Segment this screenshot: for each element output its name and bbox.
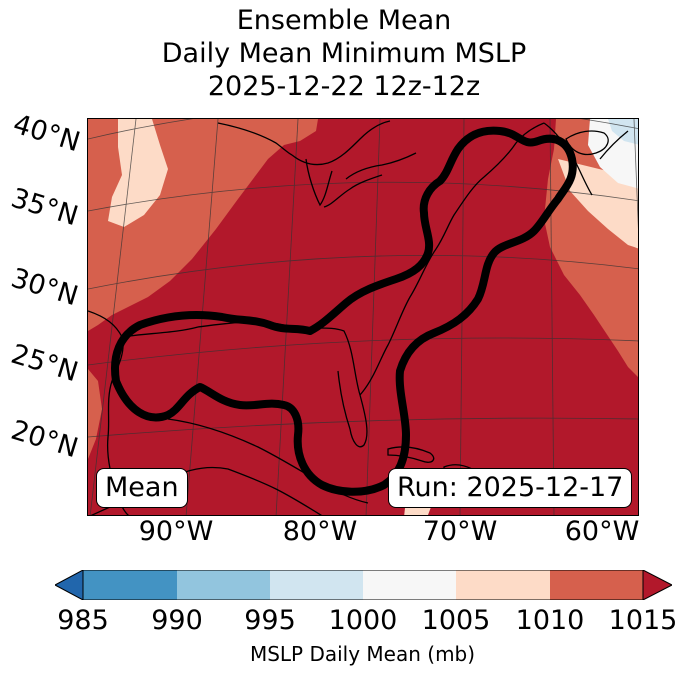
lat-label-40: 40°N xyxy=(9,108,84,159)
title-line-1: Ensemble Mean xyxy=(236,5,452,36)
colorbar-bin-995-1000 xyxy=(270,570,363,600)
colorbar xyxy=(55,570,672,600)
map-canvas xyxy=(88,119,638,515)
colorbar-tick-990: 990 xyxy=(151,605,203,636)
colorbar-bin-1010-1015 xyxy=(550,570,643,600)
colorbar-tick-1000: 1000 xyxy=(328,605,398,636)
run-label-box: Run: 2025-12-17 xyxy=(388,468,633,508)
lon-label-70w: 70°W xyxy=(422,516,498,547)
colorbar-extend-low xyxy=(55,570,84,600)
colorbar-bin-990-995 xyxy=(177,570,270,600)
colorbar-tick-995: 995 xyxy=(244,605,296,636)
mslp-contour xyxy=(111,126,577,496)
lat-label-30: 30°N xyxy=(7,262,82,313)
colorbar-bin-985-990 xyxy=(83,570,177,600)
colorbar-outline xyxy=(82,570,644,600)
colorbar-tick-985: 985 xyxy=(57,605,109,636)
colorbar-label: MSLP Daily Mean (mb) xyxy=(249,642,476,666)
colorbar-bin-1000-1005 xyxy=(363,570,456,600)
lat-label-20: 20°N xyxy=(7,414,82,465)
map-panel xyxy=(87,118,639,516)
title-line-3: 2025-12-22 12z-12z xyxy=(207,71,481,102)
figure-title: Ensemble Mean Daily Mean Minimum MSLP 20… xyxy=(0,4,688,103)
colorbar-tick-1010: 1010 xyxy=(515,605,585,636)
lat-label-25: 25°N xyxy=(7,338,82,389)
lon-label-60w: 60°W xyxy=(564,516,640,547)
colorbar-tick-1005: 1005 xyxy=(421,605,491,636)
mean-label-box: Mean xyxy=(96,468,188,508)
field-990-995 xyxy=(608,119,638,145)
lat-label-35: 35°N xyxy=(7,182,82,233)
lon-label-90w: 90°W xyxy=(138,516,214,547)
colorbar-extend-high xyxy=(642,570,672,600)
colorbar-bin-1005-1010 xyxy=(456,570,550,600)
lon-label-80w: 80°W xyxy=(282,516,358,547)
colorbar-tick-1015: 1015 xyxy=(608,605,678,636)
title-line-2: Daily Mean Minimum MSLP xyxy=(161,38,527,69)
